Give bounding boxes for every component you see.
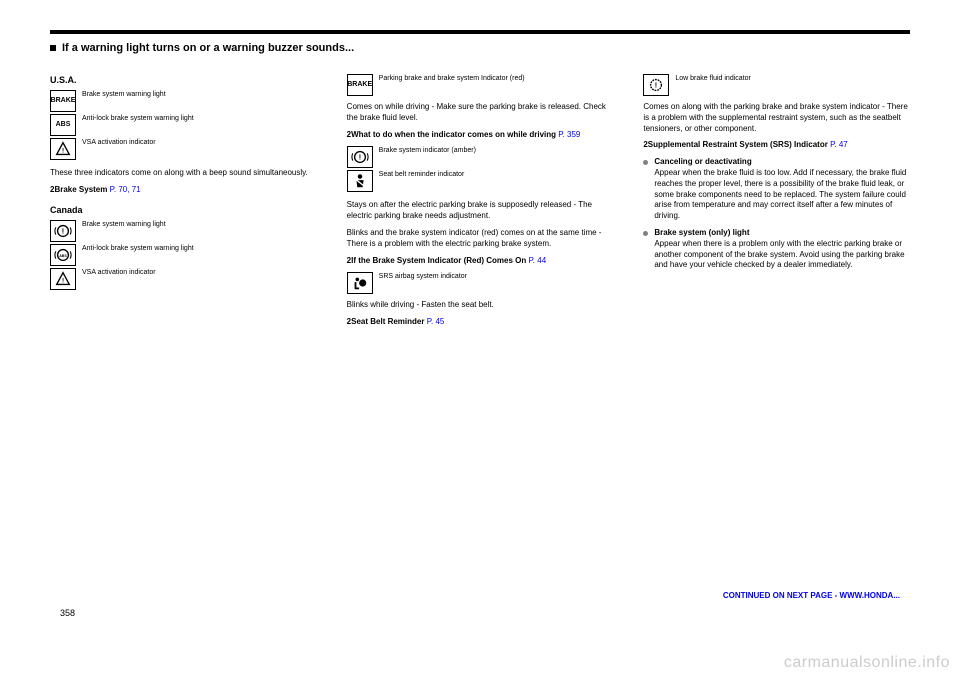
bullet-body: Appear when there is a problem only with… <box>654 239 904 270</box>
header-rule <box>50 30 910 34</box>
indicator-row: ! Brake system warning light <box>50 220 317 242</box>
icon-group-usa: BRAKE Brake system warning light ABS Ant… <box>50 90 317 162</box>
brake-circle-icon: ! <box>50 220 76 242</box>
abs-circle-icon: ABS <box>50 244 76 266</box>
icon-group: ! Brake system indicator (amber) Seat be… <box>347 146 614 194</box>
brake-fluid-icon: ! <box>643 74 669 96</box>
indicator-label: SRS airbag system indicator <box>379 272 467 281</box>
bullet-title: Brake system (only) light <box>654 228 749 237</box>
seatbelt-icon <box>347 170 373 192</box>
svg-text:ABS: ABS <box>59 254 67 258</box>
region-heading-canada: Canada <box>50 204 317 216</box>
indicator-label: Parking brake and brake system Indicator… <box>379 74 525 83</box>
bullet-content: Brake system (only) light Appear when th… <box>654 228 910 271</box>
page-link[interactable]: P. 70 <box>110 185 128 194</box>
cross-ref: 2If the Brake System Indicator (Red) Com… <box>347 256 614 267</box>
indicator-row: SRS airbag system indicator <box>347 272 614 294</box>
page-number: 358 <box>60 608 75 618</box>
abs-text-icon: ABS <box>50 114 76 136</box>
column-1: U.S.A. BRAKE Brake system warning light … <box>50 74 317 332</box>
cross-ref: 2Brake System P. 70, 71 <box>50 185 317 196</box>
svg-text:!: ! <box>62 227 64 236</box>
region-heading-usa: U.S.A. <box>50 74 317 86</box>
bullet-body: Appear when the brake fluid is too low. … <box>654 168 906 220</box>
page-link[interactable]: P. 359 <box>558 130 580 139</box>
header-bullet-icon <box>50 45 56 51</box>
watermark-text: carmanualsonline.info <box>784 654 950 672</box>
indicator-row: BRAKE Brake system warning light <box>50 90 317 112</box>
svg-text:!: ! <box>62 148 64 155</box>
indicator-row: ! VSA activation indicator <box>50 268 317 290</box>
header-row: If a warning light turns on or a warning… <box>50 42 910 54</box>
column-2: BRAKE Parking brake and brake system Ind… <box>347 74 614 332</box>
svg-text:!: ! <box>655 81 657 90</box>
content-columns: U.S.A. BRAKE Brake system warning light … <box>50 74 910 332</box>
bullet-item: Canceling or deactivating Appear when th… <box>643 157 910 222</box>
body-text: Blinks while driving - Fasten the seat b… <box>347 300 614 311</box>
indicator-label: Brake system indicator (amber) <box>379 146 476 155</box>
body-text: Blinks and the brake system indicator (r… <box>347 228 614 250</box>
bullet-icon <box>643 160 648 165</box>
vsa-triangle-icon: ! <box>50 268 76 290</box>
srs-airbag-icon <box>347 272 373 294</box>
cross-ref: 2Supplemental Restraint System (SRS) Ind… <box>643 140 910 151</box>
indicator-row: ! Low brake fluid indicator <box>643 74 910 96</box>
indicator-label: VSA activation indicator <box>82 268 156 277</box>
brake-text-icon: BRAKE <box>50 90 76 112</box>
bullet-content: Canceling or deactivating Appear when th… <box>654 157 910 222</box>
body-text: Stays on after the electric parking brak… <box>347 200 614 222</box>
indicator-label: Brake system warning light <box>82 90 166 99</box>
indicator-row: ABS Anti-lock brake system warning light <box>50 244 317 266</box>
page-link[interactable]: P. 47 <box>830 140 848 149</box>
column-3: ! Low brake fluid indicator Comes on alo… <box>643 74 910 332</box>
svg-text:!: ! <box>62 277 64 284</box>
indicator-row: ABS Anti-lock brake system warning light <box>50 114 317 136</box>
bullet-item: Brake system (only) light Appear when th… <box>643 228 910 271</box>
ref-label: 2Brake System <box>50 185 110 194</box>
indicator-label: Anti-lock brake system warning light <box>82 114 194 123</box>
indicator-label: Low brake fluid indicator <box>675 74 751 83</box>
indicator-row: ! VSA activation indicator <box>50 138 317 160</box>
page-link[interactable]: , 71 <box>127 185 140 194</box>
ref-label: 2What to do when the indicator comes on … <box>347 130 559 139</box>
page-link[interactable]: P. 44 <box>529 256 547 265</box>
body-text: Comes on while driving - Make sure the p… <box>347 102 614 124</box>
body-text: These three indicators come on along wit… <box>50 168 317 179</box>
ref-label: 2Seat Belt Reminder <box>347 317 427 326</box>
manual-page: If a warning light turns on or a warning… <box>0 0 960 352</box>
ref-label: 2If the Brake System Indicator (Red) Com… <box>347 256 529 265</box>
brake-circle-icon: ! <box>347 146 373 168</box>
indicator-row: ! Brake system indicator (amber) <box>347 146 614 168</box>
icon-group-canada: ! Brake system warning light ABS Anti-lo… <box>50 220 317 292</box>
indicator-row: Seat belt reminder indicator <box>347 170 614 192</box>
vsa-triangle-icon: ! <box>50 138 76 160</box>
indicator-label: Brake system warning light <box>82 220 166 229</box>
body-text: Comes on along with the parking brake an… <box>643 102 910 134</box>
cross-ref: 2Seat Belt Reminder P. 45 <box>347 317 614 328</box>
page-title: If a warning light turns on or a warning… <box>62 42 354 54</box>
indicator-label: VSA activation indicator <box>82 138 156 147</box>
ref-label: 2Supplemental Restraint System (SRS) Ind… <box>643 140 830 149</box>
indicator-row: BRAKE Parking brake and brake system Ind… <box>347 74 614 96</box>
indicator-label: Anti-lock brake system warning light <box>82 244 194 253</box>
page-link[interactable]: P. 45 <box>427 317 445 326</box>
brake-text-icon: BRAKE <box>347 74 373 96</box>
continued-link[interactable]: CONTINUED ON NEXT PAGE - WWW.HONDA... <box>723 591 900 600</box>
indicator-label: Seat belt reminder indicator <box>379 170 465 179</box>
bullet-title: Canceling or deactivating <box>654 157 751 166</box>
svg-text:!: ! <box>358 153 360 162</box>
bullet-icon <box>643 231 648 236</box>
cross-ref: 2What to do when the indicator comes on … <box>347 130 614 141</box>
